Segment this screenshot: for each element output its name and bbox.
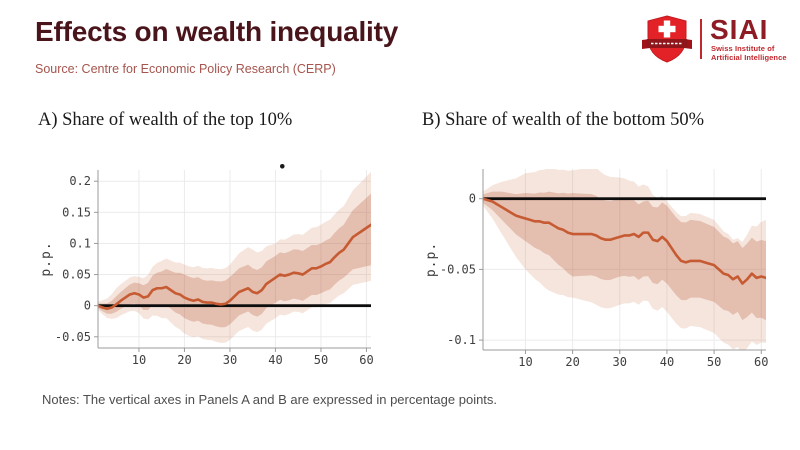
x-tick-label: 50 xyxy=(707,355,721,369)
y-tick-label: 0.1 xyxy=(69,236,91,250)
source-line: Source: Centre for Economic Policy Resea… xyxy=(35,62,336,76)
logo-acronym: SIAI xyxy=(710,13,769,45)
axes: 0.2 0.15 0.1 0.05 0 -0.05 10 20 30 40 50 60 xyxy=(55,170,374,367)
estimate-line xyxy=(483,197,766,285)
x-tick-label: 60 xyxy=(359,353,373,367)
zero-reference-line xyxy=(483,197,766,201)
x-tick-label: 30 xyxy=(223,353,237,367)
estimate-line xyxy=(98,223,371,311)
panel-b-title: B) Share of wealth of the bottom 50% xyxy=(422,110,705,130)
y-tick-label: 0.15 xyxy=(62,205,91,219)
y-tick-label: 0 xyxy=(84,299,91,313)
y-axis-label: p.p. xyxy=(424,242,439,277)
x-tick-label: 10 xyxy=(132,353,146,367)
y-tick-label: 0 xyxy=(469,192,476,206)
panel-a-chart: 0.2 0.15 0.1 0.05 0 -0.05 10 20 30 40 50 60 p.p. xyxy=(39,163,374,367)
axes: 0 -0.05 -0.1 10 20 30 40 50 60 xyxy=(440,169,769,369)
y-tick-label: 0.2 xyxy=(69,174,91,188)
logo-text: SIAI Swiss Institute of Artificial Intel… xyxy=(710,13,787,63)
confidence-bands xyxy=(483,169,766,350)
page-title: Effects on wealth inequality xyxy=(35,16,399,47)
logo-subtitle-line2: Artificial Intelligence xyxy=(711,53,787,62)
y-tick-label: 0.05 xyxy=(62,268,91,282)
y-tick-label: -0.05 xyxy=(55,330,91,344)
notes-line: Notes: The vertical axes in Panels A and… xyxy=(42,392,498,407)
x-tick-label: 20 xyxy=(177,353,191,367)
x-tick-label: 60 xyxy=(754,355,768,369)
logo-divider xyxy=(700,19,702,59)
zero-reference-line xyxy=(98,304,371,308)
x-tick-label: 10 xyxy=(518,355,532,369)
x-tick-label: 40 xyxy=(660,355,674,369)
panel-b-chart: 0 -0.05 -0.1 10 20 30 40 50 60 p.p. xyxy=(424,169,769,369)
y-tick-label: -0.05 xyxy=(440,262,476,276)
y-tick-label: -0.1 xyxy=(447,333,476,347)
confidence-bands xyxy=(98,171,371,343)
significance-dot xyxy=(279,163,285,169)
y-axis-label: p.p. xyxy=(39,241,54,276)
logo-subtitle-line1: Swiss Institute of xyxy=(711,43,775,53)
siai-logo: SIAI Swiss Institute of Artificial Intel… xyxy=(642,10,798,68)
x-tick-label: 40 xyxy=(268,353,282,367)
x-tick-label: 20 xyxy=(565,355,579,369)
x-tick-label: 30 xyxy=(613,355,627,369)
swiss-shield-icon xyxy=(642,15,692,63)
panel-a-title: A) Share of wealth of the top 10% xyxy=(38,110,293,130)
x-tick-label: 50 xyxy=(314,353,328,367)
